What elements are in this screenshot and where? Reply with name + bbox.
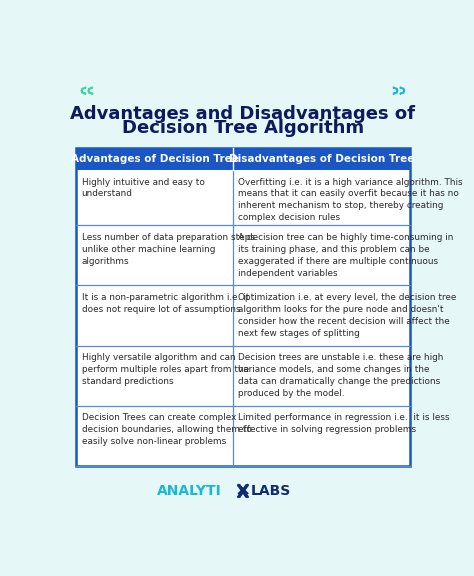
Text: Optimization i.e. at every level, the decision tree
algorithm looks for the pure: Optimization i.e. at every level, the de… — [238, 293, 457, 338]
Polygon shape — [237, 485, 248, 497]
Text: Decision trees are unstable i.e. these are high
variance models, and some change: Decision trees are unstable i.e. these a… — [238, 353, 444, 397]
Text: Decision Trees can create complex
decision boundaries, allowing them to
easily s: Decision Trees can create complex decisi… — [82, 414, 252, 446]
Text: Highly versatile algorithm and can
perform multiple roles apart from the
standar: Highly versatile algorithm and can perfo… — [82, 353, 249, 386]
Text: Overfitting i.e. it is a high variance algorithm. This
means that it can easily : Overfitting i.e. it is a high variance a… — [238, 177, 463, 222]
Text: Limited performance in regression i.e.  it is less
effective in solving regressi: Limited performance in regression i.e. i… — [238, 414, 450, 434]
Polygon shape — [393, 87, 398, 94]
Text: Highly intuitive and easy to
understand: Highly intuitive and easy to understand — [82, 177, 205, 199]
Polygon shape — [81, 87, 86, 94]
Text: Less number of data preparation steps
unlike other machine learning
algorithms: Less number of data preparation steps un… — [82, 233, 255, 266]
Text: Advantages of Decision Tree: Advantages of Decision Tree — [71, 154, 238, 164]
Bar — [76, 149, 233, 170]
Text: Advantages and Disadvantages of: Advantages and Disadvantages of — [71, 105, 415, 123]
Bar — [76, 149, 410, 465]
Text: A decision tree can be highly time-consuming in
its training phase, and this pro: A decision tree can be highly time-consu… — [238, 233, 454, 278]
Polygon shape — [400, 87, 405, 94]
Text: ✕: ✕ — [235, 482, 251, 501]
Polygon shape — [237, 485, 248, 497]
Text: It is a non-parametric algorithm i.e. it
does not require lot of assumptions: It is a non-parametric algorithm i.e. it… — [82, 293, 249, 314]
Text: ANALYTI: ANALYTI — [156, 484, 221, 498]
Text: Decision Tree Algorithm: Decision Tree Algorithm — [122, 119, 364, 137]
Text: Disadvantages of Decision Tree: Disadvantages of Decision Tree — [228, 154, 414, 164]
Bar — [233, 149, 410, 170]
Polygon shape — [88, 87, 92, 94]
Text: LABS: LABS — [251, 484, 291, 498]
